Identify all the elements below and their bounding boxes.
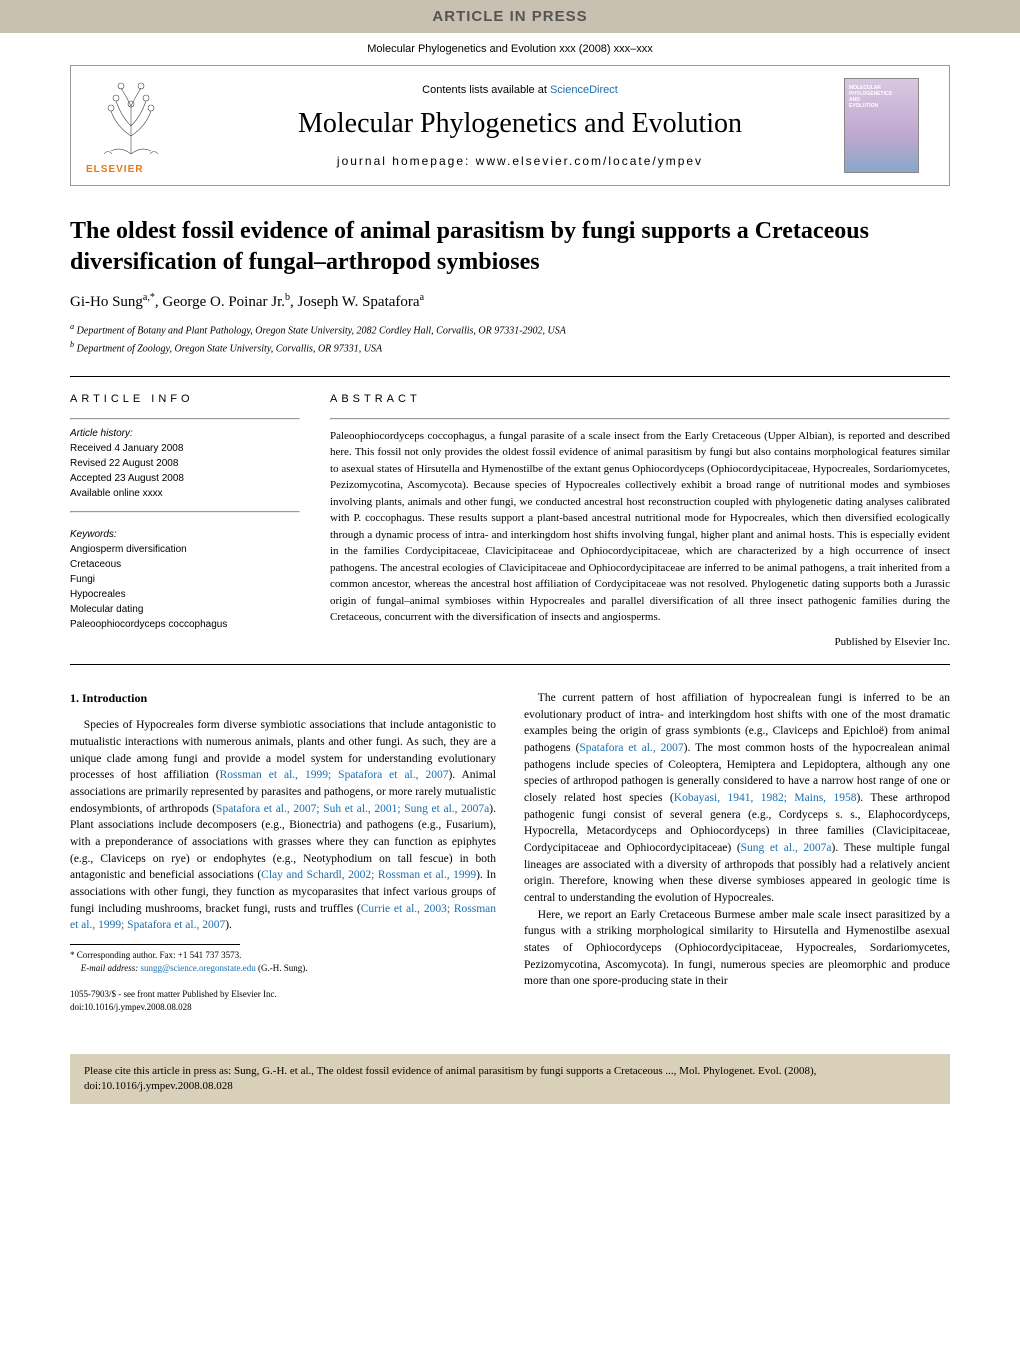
elsevier-wordmark: ELSEVIER	[86, 164, 196, 175]
keyword: Cretaceous	[70, 557, 300, 572]
author-2: George O. Poinar Jr.	[162, 294, 285, 310]
intro-paragraph-1: Species of Hypocreales form diverse symb…	[70, 717, 496, 934]
article-info-heading: ARTICLE INFO	[70, 391, 300, 408]
contents-available-line: Contents lists available at ScienceDirec…	[196, 84, 844, 96]
header-center: Contents lists available at ScienceDirec…	[196, 84, 844, 168]
email-link[interactable]: sungg@science.oregonstate.edu	[140, 963, 255, 973]
author-3: Joseph W. Spatafora	[298, 294, 420, 310]
received-date: Received 4 January 2008	[70, 441, 300, 456]
intro-heading: 1. Introduction	[70, 690, 496, 707]
authors-line: Gi-Ho Sunga,*, George O. Poinar Jr.b, Jo…	[70, 292, 950, 311]
in-press-banner: ARTICLE IN PRESS	[0, 0, 1020, 33]
keyword: Angiosperm diversification	[70, 542, 300, 557]
citation-link[interactable]: Kobayasi, 1941, 1982; Mains, 1958	[674, 792, 857, 804]
journal-homepage: journal homepage: www.elsevier.com/locat…	[196, 154, 844, 168]
info-abstract-row: ARTICLE INFO Article history: Received 4…	[70, 376, 950, 665]
affiliations: a Department of Botany and Plant Patholo…	[70, 321, 950, 356]
corresponding-author-footnote: * Corresponding author. Fax: +1 541 737 …	[70, 949, 496, 962]
keyword: Hypocreales	[70, 587, 300, 602]
citation-link[interactable]: Spatafora et al., 2007; Suh et al., 2001…	[216, 803, 489, 815]
history-label: Article history:	[70, 426, 300, 441]
journal-reference: Molecular Phylogenetics and Evolution xx…	[0, 33, 1020, 65]
keywords-label: Keywords:	[70, 527, 300, 542]
citation-link[interactable]: Clay and Schardl, 2002; Rossman et al., …	[261, 869, 476, 881]
citation-link[interactable]: Sung et al., 2007a	[741, 842, 832, 854]
copyright-block: 1055-7903/$ - see front matter Published…	[70, 988, 496, 1013]
keyword: Molecular dating	[70, 602, 300, 617]
intro-paragraph-2: The current pattern of host affiliation …	[524, 690, 950, 907]
journal-header: ELSEVIER Contents lists available at Sci…	[70, 65, 950, 186]
abstract-heading: ABSTRACT	[330, 391, 950, 408]
accepted-date: Accepted 23 August 2008	[70, 471, 300, 486]
online-date: Available online xxxx	[70, 486, 300, 501]
revised-date: Revised 22 August 2008	[70, 456, 300, 471]
article-title: The oldest fossil evidence of animal par…	[70, 216, 950, 278]
copyright-line-1: 1055-7903/$ - see front matter Published…	[70, 988, 496, 1001]
elsevier-tree-icon	[86, 76, 176, 156]
publisher-logo-block: ELSEVIER	[86, 76, 196, 175]
abstract-text: Paleoophiocordyceps coccophagus, a funga…	[330, 428, 950, 626]
author-1: Gi-Ho Sung	[70, 294, 143, 310]
journal-cover-thumbnail	[844, 78, 919, 173]
citation-box: Please cite this article in press as: Su…	[70, 1054, 950, 1105]
citation-link[interactable]: Rossman et al., 1999; Spatafora et al., …	[220, 769, 449, 781]
email-footnote: E-mail address: sungg@science.oregonstat…	[70, 962, 496, 975]
article-info-panel: ARTICLE INFO Article history: Received 4…	[70, 391, 300, 650]
article-body: 1. Introduction Species of Hypocreales f…	[70, 690, 950, 1014]
affiliation-b: b Department of Zoology, Oregon State Un…	[70, 339, 950, 356]
keyword: Paleoophiocordyceps coccophagus	[70, 617, 300, 632]
journal-name: Molecular Phylogenetics and Evolution	[196, 108, 844, 140]
doi-line: doi:10.1016/j.ympev.2008.08.028	[70, 1001, 496, 1014]
journal-cover-block	[844, 78, 934, 173]
footnote-separator	[70, 944, 240, 945]
citation-link[interactable]: Spatafora et al., 2007	[579, 742, 683, 754]
sciencedirect-link[interactable]: ScienceDirect	[550, 84, 618, 96]
affiliation-a: a Department of Botany and Plant Patholo…	[70, 321, 950, 338]
intro-paragraph-3: Here, we report an Early Cretaceous Burm…	[524, 907, 950, 990]
abstract-panel: ABSTRACT Paleoophiocordyceps coccophagus…	[330, 391, 950, 650]
keyword: Fungi	[70, 572, 300, 587]
published-by: Published by Elsevier Inc.	[330, 634, 950, 651]
